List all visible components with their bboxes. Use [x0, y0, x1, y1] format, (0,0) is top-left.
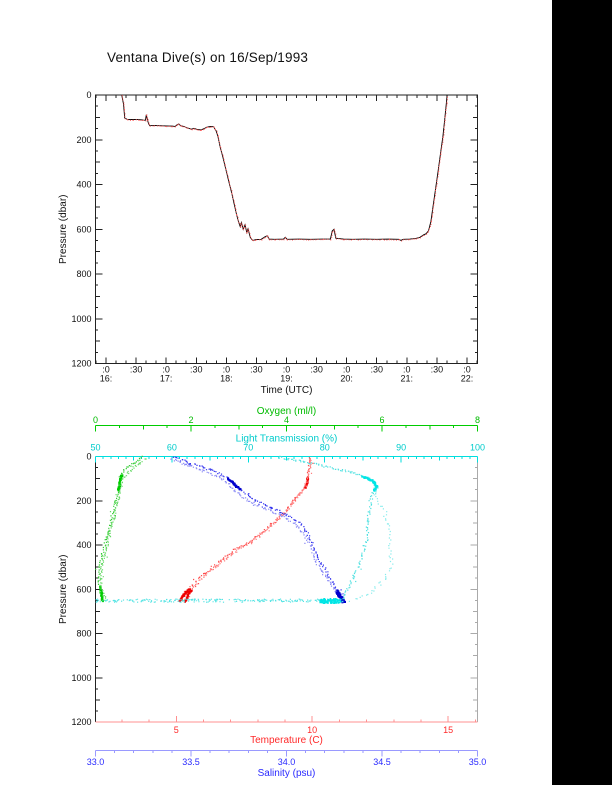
svg-text::0: :0 — [343, 365, 351, 375]
svg-text:17:: 17: — [160, 374, 173, 384]
svg-text:400: 400 — [76, 540, 91, 550]
temperature-upcast-dots — [183, 457, 313, 603]
right-letterbox — [552, 0, 612, 785]
svg-text:800: 800 — [76, 629, 91, 639]
svg-text:35.0: 35.0 — [469, 757, 487, 767]
oxygen-axis: 0 2 4 6 8 Oxygen (ml/l) — [93, 406, 480, 432]
svg-text:15: 15 — [443, 725, 453, 735]
svg-text:600: 600 — [76, 224, 91, 234]
svg-text:Salinity (psu): Salinity (psu) — [258, 768, 316, 779]
salinity-axis: 33.0 33.5 34.0 34.5 35.0 Salinity (psu) — [87, 750, 487, 779]
svg-text:1000: 1000 — [71, 314, 91, 324]
svg-text:Oxygen (ml/l): Oxygen (ml/l) — [257, 406, 316, 417]
svg-text:400: 400 — [76, 180, 91, 190]
svg-text:800: 800 — [76, 269, 91, 279]
salinity-downcast-dots — [172, 456, 346, 603]
svg-text:100: 100 — [470, 443, 485, 453]
svg-text:90: 90 — [396, 443, 406, 453]
svg-text:200: 200 — [76, 496, 91, 506]
svg-text:70: 70 — [243, 443, 253, 453]
svg-text:60: 60 — [167, 443, 177, 453]
svg-text:80: 80 — [320, 443, 330, 453]
svg-text:0: 0 — [93, 415, 98, 425]
svg-text:6: 6 — [379, 415, 384, 425]
svg-text:4: 4 — [284, 415, 289, 425]
svg-text::0: :0 — [223, 365, 231, 375]
dive-profile-line — [121, 94, 448, 241]
svg-text:1200: 1200 — [71, 359, 91, 369]
temperature-axis: 5 10 15 Temperature (C) — [95, 716, 478, 746]
transmission-downcast-dots — [278, 455, 379, 600]
svg-text::30: :30 — [130, 365, 143, 375]
svg-text:8: 8 — [475, 415, 480, 425]
transmission-bottom-band — [95, 598, 344, 604]
svg-text:200: 200 — [76, 135, 91, 145]
svg-text::0: :0 — [102, 365, 110, 375]
svg-text:33.5: 33.5 — [182, 757, 200, 767]
svg-text:21:: 21: — [401, 374, 414, 384]
svg-text:Pressure (dbar): Pressure (dbar) — [58, 555, 69, 624]
dive-profile-markers — [121, 95, 448, 242]
svg-text::30: :30 — [190, 365, 203, 375]
salinity-upcast-dots — [170, 458, 344, 604]
time-pressure-plot: :016::30:017::30:018::30:019::30:020::30… — [58, 90, 478, 396]
svg-text::0: :0 — [403, 365, 411, 375]
svg-text::0: :0 — [162, 365, 170, 375]
transmission-axis: 50 60 70 80 90 100 Light Transmission (%) — [90, 434, 485, 463]
svg-text:10: 10 — [307, 725, 317, 735]
svg-text:18:: 18: — [220, 374, 233, 384]
svg-text:0: 0 — [86, 452, 91, 462]
svg-text:34.0: 34.0 — [278, 757, 296, 767]
svg-text::0: :0 — [283, 365, 291, 375]
svg-text:0: 0 — [86, 90, 91, 100]
svg-text:5: 5 — [174, 725, 179, 735]
svg-text:50: 50 — [90, 443, 100, 453]
svg-text::30: :30 — [250, 365, 263, 375]
svg-text:20:: 20: — [340, 374, 353, 384]
svg-text:22:: 22: — [461, 374, 474, 384]
svg-text:19:: 19: — [280, 374, 293, 384]
svg-text:1200: 1200 — [71, 717, 91, 727]
svg-text::30: :30 — [431, 365, 444, 375]
svg-text::0: :0 — [463, 365, 471, 375]
svg-text:1000: 1000 — [71, 673, 91, 683]
svg-text:2: 2 — [188, 415, 193, 425]
chart-title: Ventana Dive(s) on 16/Sep/1993 — [107, 50, 309, 65]
svg-text::30: :30 — [370, 365, 383, 375]
ctd-profiles-plot: 0 200 400 600 800 1000 1200 Pressure (dbar) — [58, 452, 478, 727]
svg-text:33.0: 33.0 — [87, 757, 105, 767]
svg-text:Temperature (C): Temperature (C) — [250, 735, 323, 746]
svg-text:Light Transmission (%): Light Transmission (%) — [236, 434, 338, 445]
svg-text::30: :30 — [310, 365, 323, 375]
svg-text:Pressure (dbar): Pressure (dbar) — [58, 195, 69, 264]
svg-text:16:: 16: — [100, 374, 113, 384]
svg-text:Time (UTC): Time (UTC) — [261, 385, 313, 396]
svg-text:600: 600 — [76, 584, 91, 594]
oxygen-downcast-dots — [95, 455, 143, 603]
oxygen-upcast-dots — [99, 458, 147, 601]
svg-text:34.5: 34.5 — [373, 757, 391, 767]
